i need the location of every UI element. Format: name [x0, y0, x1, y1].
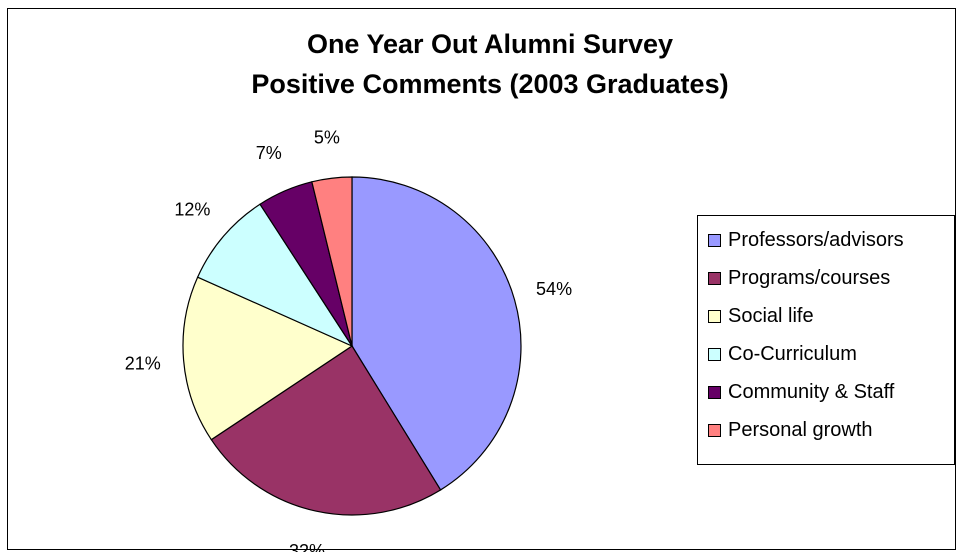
chart-title-line-2: Positive Comments (2003 Graduates)	[251, 69, 729, 99]
chart-legend: Professors/advisors Programs/courses Soc…	[697, 215, 955, 465]
data-label-co-curriculum: 12%	[174, 200, 210, 220]
legend-item-programs-courses: Programs/courses	[708, 264, 890, 292]
pie-slice-programs-courses	[210, 345, 442, 516]
legend-label: Co-Curriculum	[728, 342, 857, 365]
pie-slice-co-curriculum	[196, 203, 354, 348]
legend-swatch	[708, 347, 721, 361]
legend-label: Social life	[728, 304, 814, 327]
legend-item-personal-growth: Personal growth	[708, 416, 873, 444]
legend-label: Programs/courses	[728, 266, 891, 289]
legend-item-co-curriculum: Co-Curriculum	[708, 340, 857, 368]
legend-swatch	[708, 233, 721, 247]
data-label-professors-advisors: 54%	[536, 279, 572, 299]
legend-swatch	[708, 385, 721, 399]
data-label-community-staff: 7%	[256, 143, 282, 163]
chart-title-line-1: One Year Out Alumni Survey	[306, 29, 674, 59]
data-label-social-life: 21%	[125, 354, 161, 374]
pie-slice-social-life	[182, 276, 354, 441]
data-label-personal-growth: 5%	[314, 128, 340, 148]
pie-slice-personal-growth	[311, 176, 353, 347]
pie-slice-professors-advisors	[351, 176, 522, 491]
legend-swatch	[708, 423, 721, 437]
legend-item-professors-advisors: Professors/advisors	[708, 226, 904, 254]
legend-label: Professors/advisors	[728, 228, 904, 251]
data-label-programs-courses: 32%	[289, 541, 325, 552]
legend-label: Personal growth	[728, 418, 873, 441]
legend-swatch	[708, 271, 721, 285]
legend-item-community-staff: Community & Staff	[708, 378, 894, 406]
chart-title: One Year Out Alumni Survey Positive Comm…	[0, 24, 958, 104]
legend-label: Community & Staff	[728, 380, 895, 403]
legend-item-social-life: Social life	[708, 302, 814, 330]
legend-swatch	[708, 309, 721, 323]
